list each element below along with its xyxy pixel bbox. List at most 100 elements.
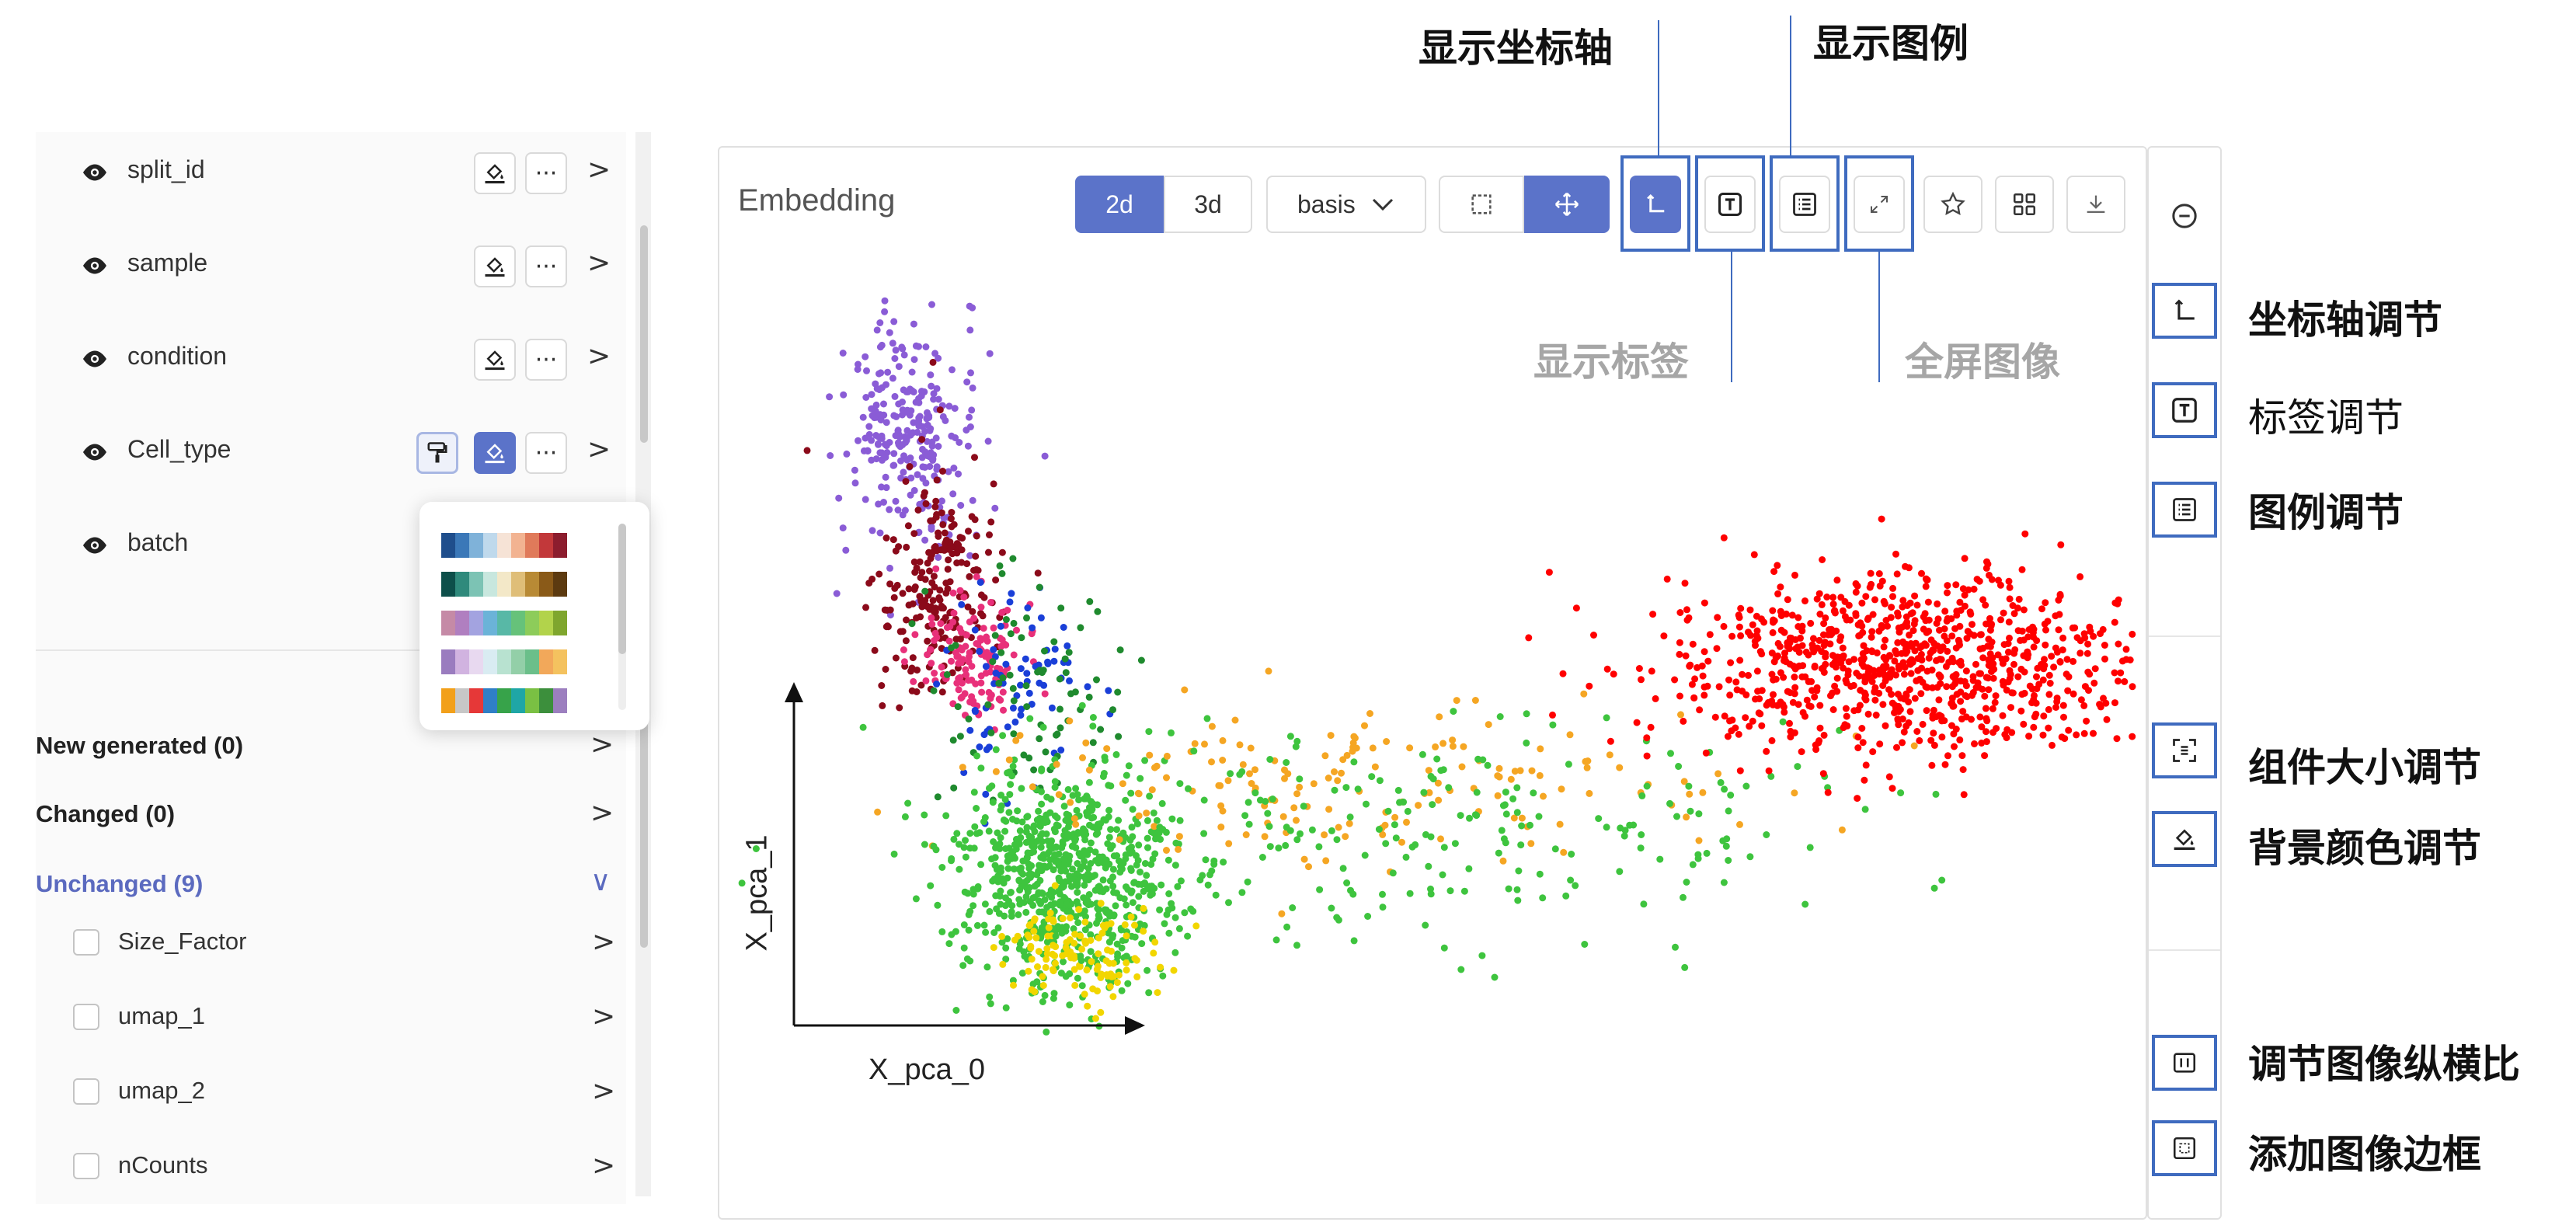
more-options-button[interactable]: ··· (525, 245, 567, 287)
scatter-point (1722, 842, 1730, 850)
legend-toggle-button[interactable] (1779, 176, 1830, 233)
size-adjust-button[interactable] (2152, 722, 2217, 778)
background-color-button[interactable] (2152, 811, 2217, 867)
item-chevron[interactable]: > (592, 1001, 616, 1032)
scatter-point (945, 637, 953, 645)
eye-icon[interactable] (81, 438, 109, 466)
eye-icon[interactable] (81, 158, 109, 186)
scatter-point (1643, 782, 1651, 790)
attribute-row-sample[interactable]: sample ··· > (36, 228, 626, 303)
attribute-row-condition[interactable]: condition ··· > (36, 322, 626, 396)
scatter-point (1728, 632, 1736, 640)
item-checkbox[interactable] (73, 1004, 99, 1030)
scatter-point (1850, 681, 1857, 689)
legend-adjust-button[interactable] (2152, 482, 2217, 538)
item-checkbox[interactable] (73, 1078, 99, 1105)
fill-color-button[interactable] (474, 152, 516, 194)
label-toggle-button[interactable] (1704, 176, 1756, 233)
item-chevron[interactable]: > (592, 1075, 616, 1107)
attribute-row-batch[interactable]: batch (36, 508, 626, 583)
more-options-button[interactable]: ··· (525, 432, 567, 474)
scatter-point (1177, 877, 1185, 885)
list-item-size-factor[interactable]: Size_Factor > (36, 906, 626, 980)
section-new-generated-chevron[interactable]: > (590, 729, 614, 761)
more-options-button[interactable]: ··· (525, 339, 567, 381)
collapse-button[interactable] (2169, 200, 2200, 232)
palette-button[interactable] (416, 432, 458, 474)
palette-option[interactable] (441, 611, 567, 635)
attribute-row-split-id[interactable]: split_id ··· > (36, 135, 626, 210)
layout-button[interactable] (1995, 176, 2054, 233)
fullscreen-button[interactable] (1854, 176, 1905, 233)
section-new-generated[interactable]: New generated (0) (36, 732, 244, 759)
eye-icon[interactable] (81, 252, 109, 280)
scatter-point (1081, 881, 1088, 889)
eye-icon[interactable] (81, 345, 109, 373)
scatter-point (966, 573, 973, 580)
border-button[interactable] (2152, 1120, 2217, 1176)
scatter-point (1891, 657, 1899, 665)
item-chevron[interactable]: > (592, 926, 616, 958)
scatter-point (1038, 765, 1046, 773)
scatter-point (1074, 879, 1081, 886)
item-chevron[interactable]: > (592, 1150, 616, 1182)
fill-color-button-active[interactable] (474, 432, 516, 474)
download-button[interactable] (2066, 176, 2125, 233)
pan-button[interactable] (1524, 176, 1610, 233)
palette-option[interactable] (441, 688, 567, 713)
axis-adjust-button[interactable] (2152, 283, 2217, 339)
lasso-select-button[interactable] (1439, 176, 1524, 233)
scatter-point (1439, 740, 1447, 747)
favorite-button[interactable] (1923, 176, 1982, 233)
section-unchanged[interactable]: Unchanged (9) (36, 870, 204, 897)
palette-option[interactable] (441, 649, 567, 674)
section-changed[interactable]: Changed (0) (36, 800, 176, 827)
scatter-point (1953, 611, 1961, 619)
more-options-button[interactable]: ··· (525, 152, 567, 194)
list-item-ncounts[interactable]: nCounts > (36, 1130, 626, 1204)
scatter-point (972, 552, 980, 560)
item-checkbox[interactable] (73, 1153, 99, 1179)
fill-color-button[interactable] (474, 245, 516, 287)
scatter-point (1114, 953, 1122, 961)
scatter-point (1016, 886, 1024, 894)
expand-chevron[interactable]: > (587, 433, 611, 465)
scatter-point (1993, 725, 2000, 733)
left-scrollbar-thumb[interactable] (640, 225, 648, 443)
basis-select[interactable]: basis (1266, 176, 1426, 233)
section-unchanged-chevron[interactable]: ∨ (590, 865, 611, 897)
expand-chevron[interactable]: > (587, 247, 611, 279)
scatter-point (1063, 810, 1070, 818)
scatter-point (1556, 820, 1564, 828)
eye-icon[interactable] (81, 531, 109, 559)
list-item-umap-1[interactable]: umap_1 > (36, 980, 626, 1055)
section-changed-chevron[interactable]: > (590, 797, 614, 829)
mode-2d-button[interactable]: 2d (1075, 176, 1164, 233)
palette-option[interactable] (441, 572, 567, 597)
item-checkbox[interactable] (73, 929, 99, 956)
mode-3d-button[interactable]: 3d (1164, 176, 1252, 233)
scatter-point (943, 670, 951, 678)
palette-scrollbar-thumb[interactable] (618, 524, 626, 654)
axis-toggle-button[interactable] (1630, 176, 1681, 233)
scatter-point (986, 350, 994, 357)
attribute-row-cell-type[interactable]: Cell_type ··· > (36, 415, 626, 489)
scatter-point (1699, 789, 1707, 796)
label-adjust-button[interactable] (2152, 382, 2217, 438)
left-scrollbar-thumb-lower[interactable] (640, 684, 648, 948)
fill-color-button[interactable] (474, 339, 516, 381)
scatter-point (1888, 604, 1895, 611)
embedding-scatter-plot[interactable] (730, 256, 2144, 1212)
scatter-point (842, 546, 850, 554)
scatter-point (1607, 737, 1614, 745)
scatter-point (2059, 634, 2067, 642)
expand-chevron[interactable]: > (587, 154, 611, 186)
palette-option[interactable] (441, 533, 567, 558)
scatter-point (2004, 648, 2012, 656)
scatter-point (1029, 624, 1036, 632)
scatter-point (1163, 774, 1170, 782)
list-item-umap-2[interactable]: umap_2 > (36, 1055, 626, 1130)
aspect-ratio-button[interactable] (2152, 1035, 2217, 1091)
scatter-point (1728, 727, 1735, 735)
expand-chevron[interactable]: > (587, 340, 611, 372)
